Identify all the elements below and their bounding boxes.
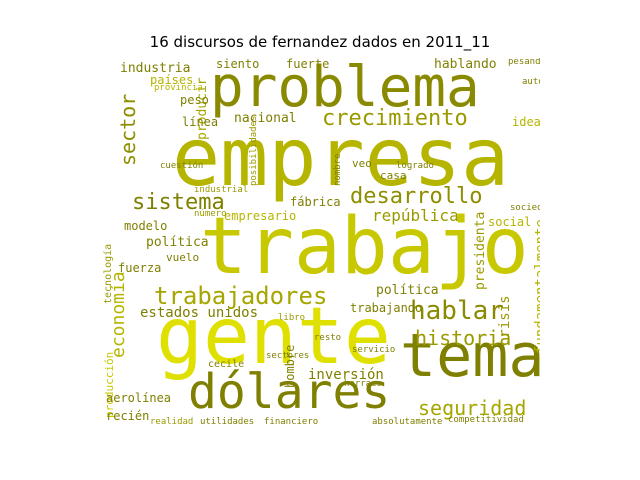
word-cecile: cecile <box>208 359 245 370</box>
word-logrado: logrado <box>396 161 434 171</box>
word-seguridad: seguridad <box>418 396 527 420</box>
word-servicio: servicio <box>352 345 396 355</box>
word-inversion: inversión <box>308 367 384 383</box>
word-sector: sector <box>116 93 140 166</box>
word-absolutamente: absolutamente <box>372 417 443 427</box>
word-jovenes: política <box>376 283 439 298</box>
word-hablar: hablar <box>410 296 504 326</box>
word-modelo: modelo <box>124 219 168 233</box>
word-estados-unidos: estados unidos <box>140 305 259 321</box>
word-libro: libro <box>278 313 306 323</box>
word-casa: casa <box>380 169 407 182</box>
word-politica: política <box>146 235 209 250</box>
word-crisis: crisis <box>497 295 513 346</box>
word-hablando: hablando <box>434 58 497 72</box>
word-trabajando: trabajando <box>350 301 423 315</box>
word-fabrica: fábrica <box>290 195 341 209</box>
word-resto: resto <box>314 333 342 343</box>
word-siento: siento <box>216 58 260 71</box>
word-posibilidades: posibilidades <box>249 115 259 186</box>
word-provincia: provincia <box>154 83 203 93</box>
word-desarrollo: desarrollo <box>350 184 483 209</box>
word-presidenta: presidenta <box>473 211 488 290</box>
word-pesando: pesando <box>508 58 540 67</box>
word-gente: gente <box>156 292 391 382</box>
word-dolares: dólares <box>188 364 391 420</box>
word-numero: número <box>194 209 227 219</box>
word-recien: recién <box>106 409 150 423</box>
word-empresario: empresario <box>224 209 297 223</box>
word-nacional: nacional <box>234 111 297 126</box>
chart-title: 16 discursos de fernandez dados en 2011_… <box>149 33 491 51</box>
word-nombre: nombre <box>333 153 343 186</box>
word-crecimiento: crecimiento <box>322 106 468 131</box>
word-republica: república <box>372 206 459 225</box>
word-trabajadores: trabajadores <box>154 282 328 310</box>
word-financiero: financiero <box>264 417 319 427</box>
word-empresa: empresa <box>172 111 510 204</box>
word-vuelo: vuelo <box>166 251 200 264</box>
word-herraco: herraco <box>344 379 382 389</box>
word-aerolinea: aerolínea <box>106 391 172 405</box>
word-industrial: industrial <box>194 185 249 195</box>
word-sectores: sectores <box>266 351 310 361</box>
word-social: social <box>488 215 532 229</box>
word-fundamentalmente: fundamentalmente <box>533 219 540 354</box>
word-tema: tema <box>400 321 540 391</box>
word-trabajo: trabajo <box>200 202 529 292</box>
word-tecnologia: tecnología <box>103 243 114 304</box>
word-sociedad: sociedad <box>510 203 540 213</box>
word-paises: países <box>150 73 194 87</box>
word-utilidades: utilidades <box>200 417 255 427</box>
word-peso: peso <box>180 93 209 107</box>
word-linea: línea <box>182 115 219 129</box>
word-fuerza: fuerza <box>118 261 162 275</box>
word-realidad: realidad <box>150 417 194 427</box>
word-cloud: empresa trabajo gente problema tema dóla… <box>100 58 540 426</box>
word-idea: idea <box>512 115 540 129</box>
word-historia: historia <box>415 326 512 350</box>
word-sistema: sistema <box>132 190 225 215</box>
word-fuerte: fuerte <box>286 58 330 71</box>
word-auto: auto <box>522 77 540 87</box>
word-cuestion: cuestión <box>160 161 204 171</box>
word-veo: veo <box>352 157 372 170</box>
word-competitividad: competitividad <box>448 415 524 425</box>
word-problema: problema <box>210 58 480 120</box>
word-industria: industria <box>120 61 191 76</box>
